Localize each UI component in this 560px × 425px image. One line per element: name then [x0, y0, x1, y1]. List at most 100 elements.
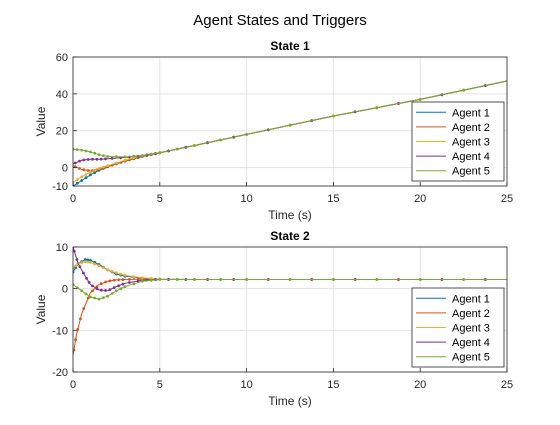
trigger-marker	[123, 155, 127, 159]
trigger-marker	[93, 171, 97, 175]
trigger-marker	[149, 278, 153, 282]
x-tick-label: 15	[327, 193, 339, 205]
trigger-marker	[104, 289, 107, 292]
trigger-marker	[121, 282, 125, 286]
trigger-marker	[115, 155, 118, 159]
trigger-marker	[83, 260, 87, 263]
y-axis-label: Value	[34, 106, 48, 136]
trigger-marker	[78, 265, 82, 269]
trigger-marker	[119, 272, 123, 276]
y-tick-label: -10	[52, 325, 68, 337]
y-tick-label: 40	[56, 89, 68, 101]
trigger-marker	[99, 288, 103, 292]
trigger-marker	[86, 260, 90, 264]
trigger-marker	[89, 258, 92, 262]
trigger-marker	[73, 348, 76, 352]
trigger-marker	[288, 278, 292, 281]
x-tick-label: 15	[327, 379, 339, 391]
trigger-marker	[76, 327, 80, 331]
trigger-marker	[75, 181, 79, 185]
trigger-marker	[132, 154, 136, 158]
trigger-marker	[102, 296, 105, 299]
trigger-marker	[89, 261, 92, 264]
trigger-marker	[78, 159, 81, 163]
trigger-marker	[97, 167, 101, 170]
x-tick-label: 0	[70, 193, 76, 205]
trigger-marker	[85, 276, 88, 280]
trigger-marker	[80, 148, 84, 152]
trigger-marker	[80, 175, 84, 179]
trigger-marker	[462, 278, 465, 281]
trigger-marker	[245, 133, 249, 136]
trigger-marker	[91, 157, 94, 161]
trigger-marker	[117, 278, 120, 282]
trigger-marker	[82, 307, 86, 310]
trigger-marker	[127, 278, 131, 281]
y-tick-label: -10	[52, 181, 68, 193]
trigger-marker	[418, 98, 422, 101]
x-axis-label: Time (s)	[268, 394, 312, 408]
trigger-marker	[332, 278, 335, 281]
y-axis-label: Value	[34, 294, 48, 324]
legend-label-agent-5: Agent 5	[452, 352, 490, 364]
trigger-marker	[115, 271, 118, 275]
trigger-marker	[193, 278, 196, 281]
trigger-marker	[141, 279, 144, 283]
trigger-marker	[93, 168, 97, 172]
trigger-marker	[175, 278, 179, 281]
legend-label-agent-5: Agent 5	[452, 166, 490, 178]
trigger-marker	[106, 294, 110, 298]
trigger-marker	[97, 153, 101, 157]
y-tick-label: -20	[52, 367, 68, 379]
legend-label-agent-1: Agent 1	[452, 293, 490, 305]
trigger-marker	[86, 169, 90, 172]
trigger-marker	[75, 178, 79, 182]
trigger-marker	[141, 276, 144, 280]
trigger-marker	[86, 258, 90, 262]
trigger-marker	[115, 161, 118, 165]
trigger-marker	[97, 264, 101, 268]
trigger-marker	[127, 281, 131, 284]
trigger-marker	[99, 282, 103, 286]
trigger-marker	[91, 289, 94, 293]
trigger-marker	[375, 278, 379, 281]
trigger-marker	[110, 292, 114, 295]
trigger-marker	[89, 173, 92, 177]
trigger-marker	[75, 258, 79, 261]
trigger-marker	[93, 151, 97, 155]
trigger-marker	[83, 258, 87, 261]
x-tick-label: 0	[70, 379, 76, 391]
trigger-marker	[74, 338, 77, 342]
trigger-marker	[84, 292, 88, 296]
trigger-marker	[158, 151, 162, 155]
legend-label-agent-3: Agent 3	[452, 323, 490, 335]
trigger-marker	[245, 278, 249, 281]
trigger-marker	[149, 152, 153, 156]
x-tick-label: 25	[501, 193, 513, 205]
trigger-marker	[99, 157, 103, 161]
x-tick-label: 10	[240, 193, 252, 205]
legend: Agent 1 Agent 2 Agent 3 Agent 4 Agent 5	[411, 101, 505, 182]
trigger-marker	[123, 285, 127, 288]
trigger-marker	[102, 266, 105, 270]
y-tick-label: 0	[62, 284, 68, 296]
trigger-marker	[121, 278, 125, 281]
trigger-marker	[82, 168, 86, 172]
axes-frame	[72, 56, 508, 187]
trigger-marker	[80, 289, 84, 293]
x-tick-label: 5	[157, 193, 163, 205]
trigger-marker	[106, 268, 110, 272]
series-group	[73, 80, 507, 186]
trigger-marker	[75, 148, 79, 152]
trigger-marker	[89, 150, 92, 154]
chart-title: State 1	[270, 39, 310, 53]
trigger-marker	[141, 154, 144, 158]
trigger-marker	[104, 280, 107, 284]
trigger-marker	[175, 147, 179, 151]
y-tick-label: 20	[56, 126, 68, 138]
trigger-marker	[158, 278, 162, 281]
legend-label-agent-4: Agent 4	[452, 337, 490, 349]
x-tick-label: 20	[414, 193, 426, 205]
trigger-marker	[82, 158, 86, 162]
